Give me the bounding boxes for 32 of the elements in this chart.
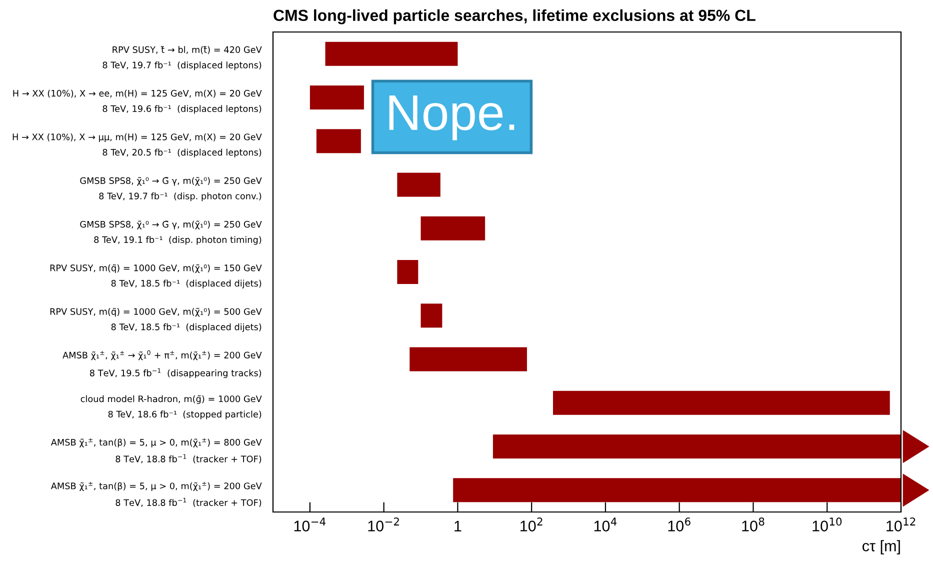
x-axis-title: cτ [m] — [862, 540, 900, 554]
x-tick-label: 10$^{10}$ — [812, 518, 842, 532]
y-tick-label: RPV SUSY, m(q̃) = 1000 GeV, m(χ̃₁⁰) = 500 GeV 8 TeV, 18.5 fb⁻¹ (displaced dijets) — [50, 308, 262, 332]
y-tick-label: cloud model R-hadron, m(g̃) = 1000 GeV 8 TeV, 18.6 fb⁻¹ (stopped particle) — [80, 395, 262, 420]
x-tick-label: 10$^{−2}$ — [368, 518, 399, 532]
bar — [410, 347, 527, 372]
bar — [397, 172, 440, 197]
x-tick-label: 10$^{6}$ — [668, 518, 690, 532]
x-tick-label: 1 — [454, 520, 462, 532]
annotation: Nope. — [389, 95, 514, 140]
bar — [553, 390, 890, 415]
x-tick-label: 10$^{2}$ — [520, 518, 542, 532]
y-tick-label: RPV SUSY, t̃ → bl, m(t̃) = 420 GeV 8 TeV, 19.7 fb⁻¹ (displaced leptons) — [102, 46, 262, 70]
y-tick-label: GMSB SPS8, χ̃₁⁰ → G̃ γ, m(χ̃₁⁰) = 250 GeV 8 TeV, 19.1 fb⁻¹ (disp. photon timing) — [80, 220, 262, 245]
y-tick-label: RPV SUSY, m(q̃) = 1000 GeV, m(χ̃₁⁰) = 150 GeV 8 TeV, 18.5 fb⁻¹ (displaced dijets) — [50, 264, 262, 288]
bar — [316, 129, 361, 154]
x-tick-label: 10$^{12}$ — [886, 518, 916, 532]
x-tick-label: 10$^{8}$ — [742, 518, 764, 532]
y-tick-label: GMSB SPS8, χ̃₁⁰ → G̃ γ, m(χ̃₁⁰) = 250 GeV 8 TeV, 19.7 fb⁻¹ (disp. photon conv.) — [80, 176, 262, 202]
bar — [310, 85, 364, 110]
x-tick-label: 10$^{−4}$ — [294, 518, 326, 532]
bar — [420, 216, 486, 240]
x-tick-label: 10$^{4}$ — [594, 518, 617, 532]
y-tick-label: H → XX (10%), X → μμ, m(H) = 125 GeV, m(X) = 20 GeV 8 TeV, 20.5 fb⁻¹ (displaced leptons) — [12, 133, 262, 158]
bar — [325, 42, 458, 66]
category-label: AMSB χ̃₁$^{±}$, tan(β) = 5, μ > 0, m(χ̃₁$^{±}$) = 800 GeV 8 TeV, 18.8 fb$^{−1}$ (tracker + TOF) — [50, 438, 262, 464]
category-label: AMSB χ̃₁$^{±}$, χ̃₁$^{±}$ → χ̃₁$^{0}$ + π$^{±}$, m(χ̃₁$^{±}$) = 200 GeV 8 TeV, 19.5 fb$^{−1}$ (disappearing tracks) — [62, 350, 262, 378]
y-tick-label: H → XX (10%), X → ee, m(H) = 125 GeV, m(X) = 20 GeV 8 TeV, 19.6 fb⁻¹ (displaced leptons) — [13, 90, 262, 114]
chart-title: CMS long-lived particle searches, lifetime exclusions at 95% CL — [274, 9, 756, 24]
bar — [420, 304, 442, 328]
bar — [397, 260, 418, 284]
category-label: AMSB χ̃₁$^{±}$, tan(β) = 5, μ > 0, m(χ̃₁$^{±}$) = 200 GeV 8 TeV, 18.8 fb$^{−1}$ (tracker + TOF) — [50, 482, 262, 508]
